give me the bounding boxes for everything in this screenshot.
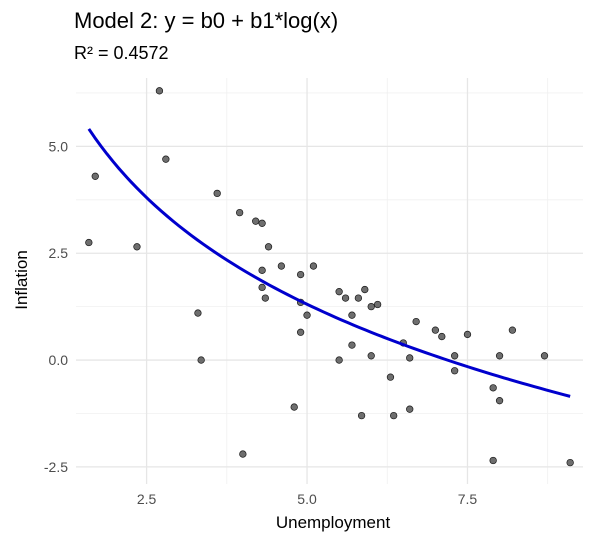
data-point xyxy=(296,270,305,279)
data-point xyxy=(85,238,93,247)
y-tick-label: 2.5 xyxy=(49,245,69,261)
data-points xyxy=(85,87,574,467)
chart-subtitle: R² = 0.4572 xyxy=(74,43,169,63)
data-point xyxy=(341,294,350,302)
data-point xyxy=(540,352,549,360)
y-tick-label: 0.0 xyxy=(49,352,69,368)
data-point xyxy=(335,356,343,364)
data-point xyxy=(213,189,221,198)
data-point xyxy=(194,309,202,317)
data-point xyxy=(390,411,398,420)
data-point xyxy=(412,317,420,326)
data-point xyxy=(386,373,395,381)
major-gridlines xyxy=(76,78,583,484)
data-point xyxy=(406,354,414,362)
data-point xyxy=(450,352,459,360)
y-tick-label: 5.0 xyxy=(49,138,69,154)
data-point xyxy=(252,217,260,225)
data-point xyxy=(277,262,286,270)
data-point xyxy=(367,302,375,311)
fit-curve-group xyxy=(87,128,571,398)
data-point xyxy=(348,341,356,349)
data-point xyxy=(431,326,440,334)
data-point xyxy=(489,456,497,465)
x-tick-label: 5.0 xyxy=(297,491,317,507)
data-point xyxy=(296,328,305,336)
data-point xyxy=(309,262,318,270)
data-point xyxy=(357,411,366,420)
minor-gridlines xyxy=(76,78,583,484)
data-point xyxy=(290,403,298,411)
data-point xyxy=(508,326,517,334)
data-point xyxy=(91,172,99,180)
data-point xyxy=(303,311,311,319)
data-point xyxy=(348,311,356,319)
data-point xyxy=(236,208,244,217)
axis-tick-labels: 2.5 5.0 7.5 -2.5 0.0 2.5 5.0 xyxy=(44,138,478,507)
data-point xyxy=(133,243,141,251)
x-tick-label: 7.5 xyxy=(458,491,478,507)
data-point xyxy=(566,458,574,467)
y-tick-label: -2.5 xyxy=(44,459,68,475)
data-point xyxy=(261,294,269,302)
x-axis-label: Unemployment xyxy=(275,513,391,532)
data-point xyxy=(489,384,497,392)
data-point xyxy=(258,266,266,274)
data-point xyxy=(155,87,164,95)
data-point xyxy=(406,405,414,413)
data-point xyxy=(258,219,266,227)
data-point xyxy=(463,330,472,339)
chart-title: Model 2: y = b0 + b1*log(x) xyxy=(74,8,339,33)
data-point xyxy=(361,285,369,294)
data-point xyxy=(495,352,504,360)
x-tick-label: 2.5 xyxy=(137,491,157,507)
data-point xyxy=(162,155,170,163)
data-point xyxy=(335,288,343,296)
data-point xyxy=(258,283,266,292)
data-point xyxy=(264,243,273,251)
data-point xyxy=(438,332,446,341)
data-point xyxy=(354,294,363,302)
data-point xyxy=(450,367,459,375)
fit-curve xyxy=(87,128,571,398)
data-point xyxy=(197,356,205,364)
data-point xyxy=(495,397,504,405)
data-point xyxy=(239,450,247,458)
data-point xyxy=(373,300,382,309)
data-point xyxy=(367,352,375,360)
